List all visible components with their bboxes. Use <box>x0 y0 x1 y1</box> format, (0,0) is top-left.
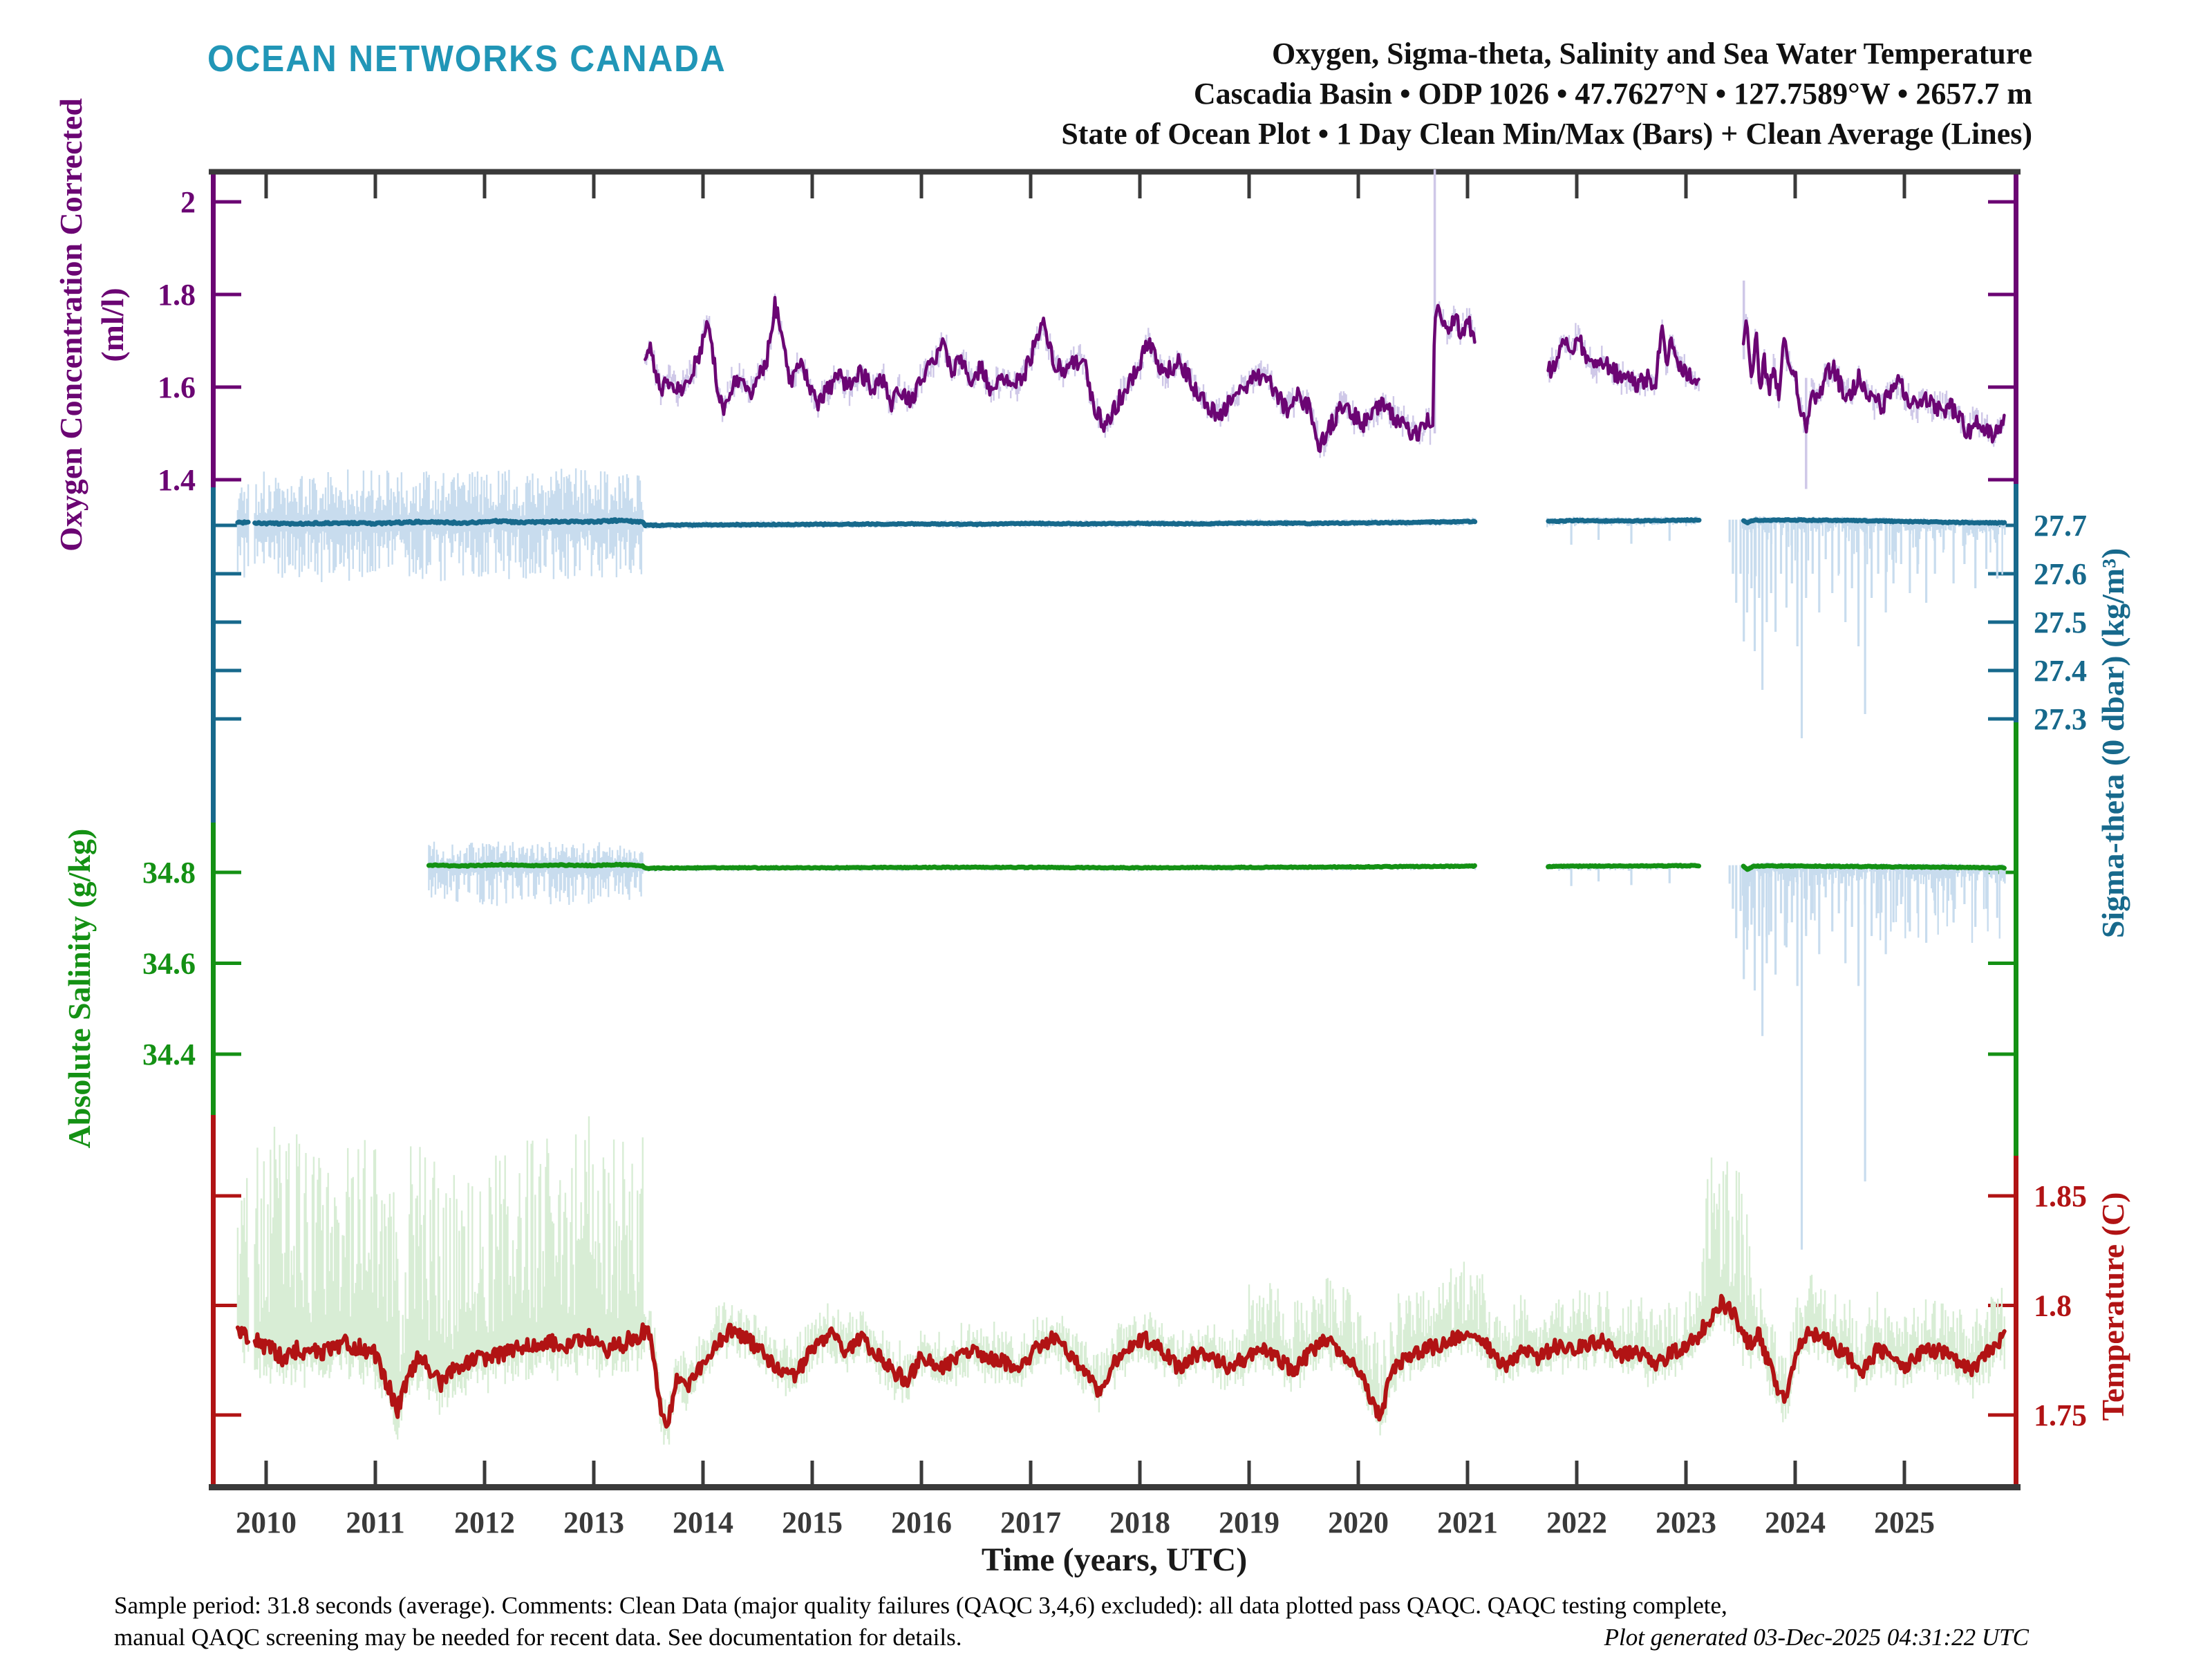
x-tick-label-2010: 2010 <box>236 1506 297 1539</box>
axis-label-oxygen-1: Oxygen Concentration Corrected <box>53 98 88 552</box>
axis-label-oxygen-2: (ml/l) <box>95 288 130 362</box>
minmax-bars-temperature <box>641 1302 1250 1445</box>
x-tick-label-2012: 2012 <box>454 1506 515 1539</box>
x-tick-label-2016: 2016 <box>891 1506 952 1539</box>
minmax-bars-temperature <box>1488 1290 1703 1387</box>
y-tick-label-temperature-1.8: 1.8 <box>2034 1289 2072 1323</box>
x-tick-label-2014: 2014 <box>673 1506 733 1539</box>
minmax-bars-salinity <box>428 841 644 906</box>
y-tick-label-oxygen-1.6: 1.6 <box>158 371 196 404</box>
avg-line-sigma_theta <box>235 517 2007 529</box>
y-tick-label-sigma_theta-27.7: 27.7 <box>2034 509 2087 543</box>
x-tick-label-2019: 2019 <box>1219 1506 1280 1539</box>
footer-comment-line-1: Sample period: 31.8 seconds (average). C… <box>114 1592 1727 1619</box>
y-tick-label-sigma_theta-27.5: 27.5 <box>2034 606 2087 639</box>
x-tick-label-2020: 2020 <box>1328 1506 1389 1539</box>
y-tick-label-sigma_theta-27.6: 27.6 <box>2034 557 2087 591</box>
spike-bars-salinity <box>1570 865 1998 1250</box>
x-axis-label: Time (years, UTC) <box>982 1541 1247 1578</box>
onc-logo: OCEAN NETWORKS CANADA <box>207 37 727 79</box>
y-tick-label-temperature-1.75: 1.75 <box>2034 1398 2087 1432</box>
spike-bars-sigma_theta <box>1570 519 1998 738</box>
chart-title-line-3: State of Ocean Plot • 1 Day Clean Min/Ma… <box>1061 117 2032 151</box>
x-tick-label-2011: 2011 <box>346 1506 405 1539</box>
y-tick-label-salinity-34.8: 34.8 <box>142 856 196 890</box>
plot-area: 2010 2011 2012 2013 2014 2015 2016 2017 2018 2019… <box>53 98 2130 1539</box>
x-tick-label-2013: 2013 <box>563 1506 624 1539</box>
y-tick-label-sigma_theta-27.3: 27.3 <box>2034 702 2087 736</box>
chart-title-line-1: Oxygen, Sigma-theta, Salinity and Sea Wa… <box>1272 37 2032 71</box>
y-tick-label-oxygen-1.4: 1.4 <box>158 463 196 497</box>
x-tick-label-2018: 2018 <box>1109 1506 1170 1539</box>
avg-line-oxygen <box>644 296 2006 453</box>
special-bars-oxygen <box>1433 169 1808 489</box>
x-tick-label-2025: 2025 <box>1874 1506 1935 1539</box>
y-tick-label-salinity-34.6: 34.6 <box>142 947 196 981</box>
chart-title-line-2: Cascadia Basin • ODP 1026 • 47.7627°N • … <box>1194 77 2032 111</box>
minmax-bars-oxygen <box>644 293 2005 458</box>
x-tick-label-2024: 2024 <box>1765 1506 1826 1539</box>
x-tick-label-2023: 2023 <box>1656 1506 1716 1539</box>
plot-generated-timestamp: Plot generated 03-Dec-2025 04:31:22 UTC <box>1604 1624 2030 1651</box>
x-tick-label-2015: 2015 <box>782 1506 843 1539</box>
avg-line-salinity <box>426 861 2007 872</box>
minmax-bars-temperature <box>236 1116 644 1440</box>
x-tick-label-2017: 2017 <box>1000 1506 1061 1539</box>
x-tick-label-2022: 2022 <box>1546 1506 1607 1539</box>
axis-label-sigma_theta: Sigma-theta (0 dbar) (kg/m³) <box>2095 548 2130 938</box>
y-tick-label-oxygen-2: 2 <box>180 185 196 219</box>
series-layer <box>235 169 2007 1445</box>
y-tick-label-salinity-34.4: 34.4 <box>142 1038 196 1071</box>
axis-label-temperature: Temperature (C) <box>2095 1192 2130 1421</box>
x-tick-label-2021: 2021 <box>1437 1506 1498 1539</box>
axis-label-salinity: Absolute Salinity (g/kg) <box>62 829 97 1149</box>
y-tick-label-oxygen-1.8: 1.8 <box>158 278 196 312</box>
y-tick-label-temperature-1.85: 1.85 <box>2034 1179 2087 1213</box>
y-tick-label-sigma_theta-27.4: 27.4 <box>2034 654 2087 688</box>
minmax-bars-temperature <box>1248 1262 1490 1436</box>
avg-line-temperature <box>235 1293 2007 1429</box>
footer-comment-line-2: manual QAQC screening may be needed for … <box>114 1624 962 1651</box>
